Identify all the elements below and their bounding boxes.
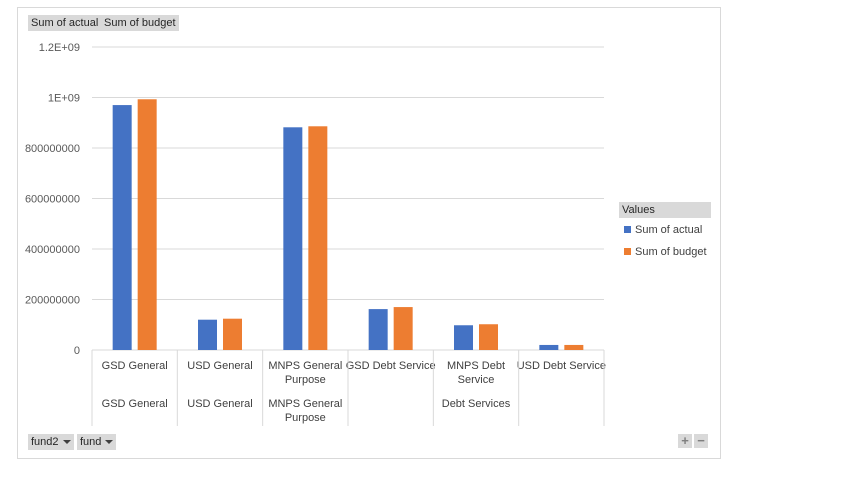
legend-title: Values [619, 202, 711, 218]
y-tick-label: 200000000 [25, 295, 80, 307]
bar-budget [223, 318, 242, 350]
x-category-label: GSD General [102, 360, 168, 372]
expand-field-button[interactable]: + [678, 434, 692, 448]
legend-swatch-actual [624, 225, 631, 233]
y-tick-label: 800000000 [25, 143, 80, 155]
x-group-label: MNPS General [268, 398, 342, 410]
dropdown-caret-icon [105, 440, 114, 445]
y-tick-label: 1.2E+09 [39, 42, 80, 54]
legend-swatch-budget [624, 247, 631, 255]
x-group-label: Debt Services [442, 398, 511, 410]
x-category-label: Purpose [285, 374, 326, 386]
legend-item-actual[interactable]: Sum of actual [624, 223, 702, 237]
legend-label-actual: Sum of actual [635, 224, 703, 236]
collapse-field-button[interactable]: − [694, 434, 708, 448]
x-group-label: Purpose [285, 412, 326, 424]
x-category-label: USD General [187, 360, 252, 372]
dropdown-caret-icon [62, 440, 71, 445]
bar-actual [198, 319, 217, 350]
y-tick-label: 400000000 [25, 244, 80, 256]
bar-actual [112, 105, 132, 350]
x-category-label: GSD Debt Service [346, 360, 436, 372]
x-category-label: MNPS General [268, 360, 342, 372]
bar-actual [368, 309, 388, 350]
row-field-label-fund2: fund2 [31, 436, 59, 448]
bar-budget [393, 307, 413, 350]
bar-actual [283, 127, 303, 350]
row-field-button-fund2[interactable]: fund2 [28, 434, 74, 450]
bar-budget [308, 126, 328, 350]
bar-budget [479, 324, 498, 350]
x-category-label: MNPS Debt [447, 360, 505, 372]
bar-budget [137, 99, 157, 350]
row-field-button-fund[interactable]: fund [77, 434, 117, 450]
x-category-label: Service [458, 374, 495, 386]
y-tick-label: 0 [74, 345, 80, 357]
x-group-label: USD General [187, 398, 252, 410]
x-category-label: USD Debt Service [517, 360, 606, 372]
bar-actual [539, 344, 559, 350]
value-field-button-budget[interactable]: Sum of budget [101, 15, 179, 31]
bar-actual [454, 325, 473, 350]
bar-budget [564, 344, 584, 350]
row-field-label-fund: fund [80, 436, 102, 448]
x-group-label: GSD General [102, 398, 168, 410]
legend-item-budget[interactable]: Sum of budget [624, 245, 707, 259]
value-field-button-actual[interactable]: Sum of actual [28, 15, 102, 31]
legend-label-budget: Sum of budget [635, 246, 707, 258]
y-tick-label: 1E+09 [48, 93, 80, 105]
y-tick-label: 600000000 [25, 194, 80, 206]
